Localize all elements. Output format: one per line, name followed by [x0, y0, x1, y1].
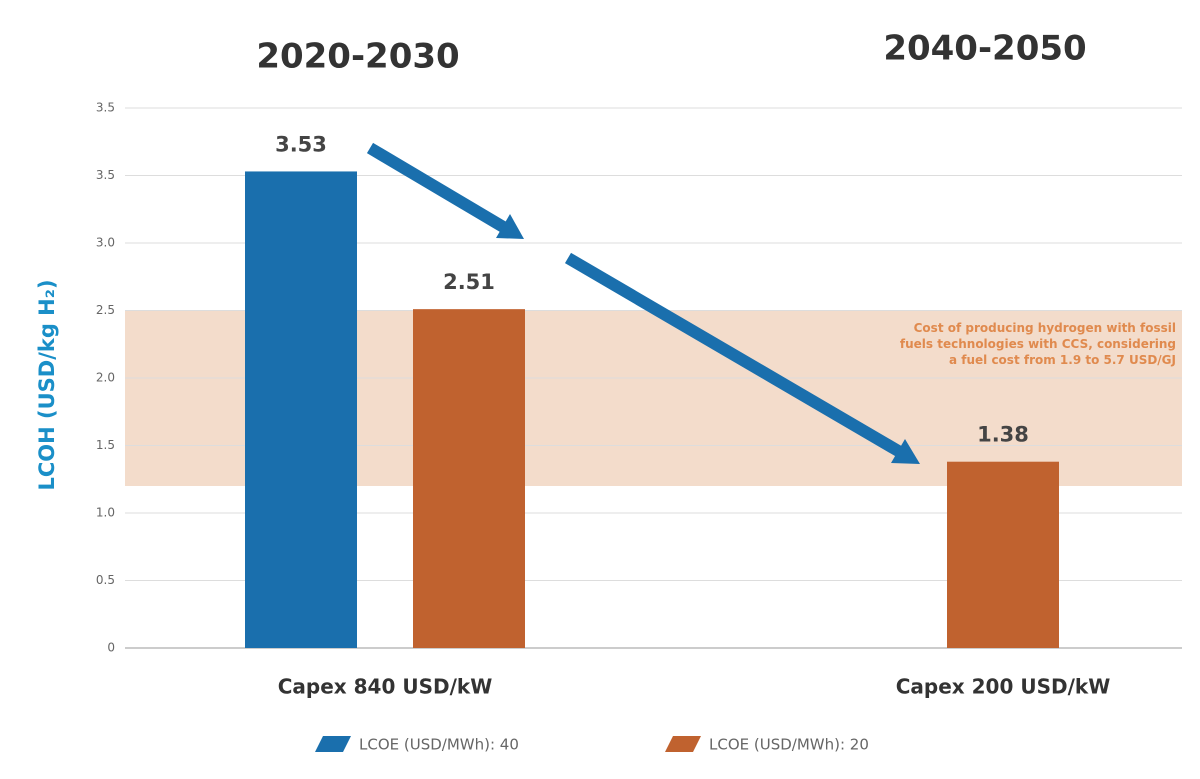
y-axis-label: LCOH (USD/kg H₂)	[35, 279, 59, 490]
period-label: 2040-2050	[883, 29, 1086, 69]
value-label: 3.53	[275, 132, 327, 156]
value-label: 2.51	[443, 270, 495, 294]
y-tick-label: 2.5	[96, 303, 115, 317]
y-tick-label: 3.0	[96, 236, 115, 250]
y-tick-label: 1.5	[96, 438, 115, 452]
y-tick-label: 3.5	[96, 101, 115, 115]
arrow-head	[891, 439, 920, 464]
value-label: 1.38	[977, 423, 1029, 447]
y-tick-label: 1.0	[96, 506, 115, 520]
arrows	[366, 142, 920, 464]
period-label: 2020-2030	[256, 37, 459, 77]
y-tick-label: 3.5	[96, 168, 115, 182]
legend-swatch	[665, 736, 701, 752]
arrow-shaft	[366, 142, 509, 234]
x-tick-label: Capex 200 USD/kW	[896, 675, 1111, 699]
legend-label: LCOE (USD/MWh): 40	[359, 736, 519, 754]
y-tick-label: 2.0	[96, 371, 115, 385]
x-tick-label: Capex 840 USD/kW	[278, 675, 493, 699]
band-label: fuels technologies with CCS, considering	[900, 337, 1176, 351]
bar	[245, 171, 357, 648]
legend-swatch	[315, 736, 351, 752]
arrow-shaft	[564, 252, 904, 458]
y-tick-label: 0.5	[96, 573, 115, 587]
bar	[947, 461, 1059, 648]
band-label: Cost of producing hydrogen with fossil	[914, 321, 1176, 335]
band-label: a fuel cost from 1.9 to 5.7 USD/GJ	[949, 353, 1176, 367]
y-tick-label: 0	[107, 641, 115, 655]
arrow-head	[496, 214, 524, 239]
legend-label: LCOE (USD/MWh): 20	[709, 736, 869, 754]
bar	[413, 309, 525, 648]
